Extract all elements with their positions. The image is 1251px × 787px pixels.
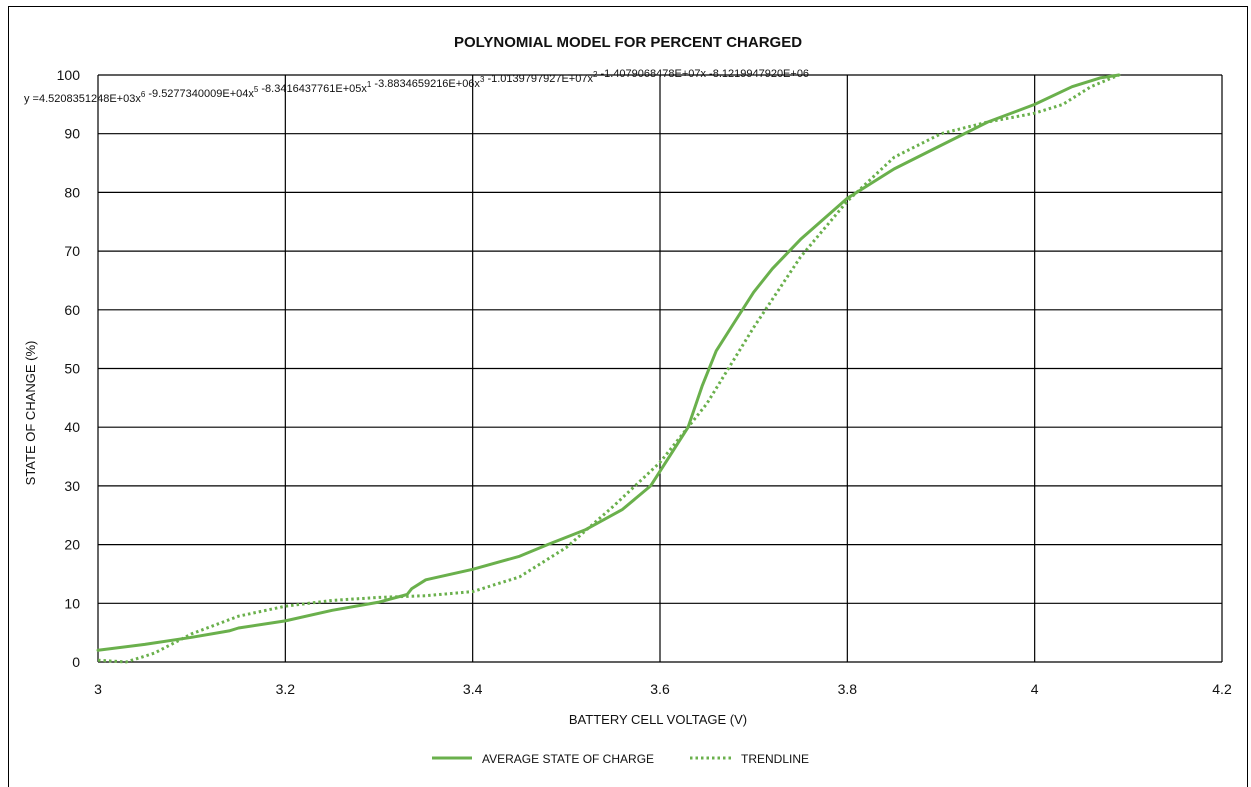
legend: AVERAGE STATE OF CHARGE TRENDLINE [432, 752, 809, 766]
equation-term: -3.8834659216E+06x [371, 78, 480, 90]
y-tick-label: 10 [64, 595, 80, 611]
equation-exponent: 6 [141, 90, 146, 99]
grid [97, 74, 1223, 663]
x-tick-label: 4.2 [1212, 681, 1232, 697]
x-tick-label: 3.6 [650, 681, 670, 697]
chart-frame [8, 6, 1248, 787]
x-tick-label: 3.8 [838, 681, 858, 697]
trendline-equation: y =4.5208351248E+03x6 -9.5277340009E+04x… [24, 68, 809, 105]
y-tick-label: 0 [72, 654, 80, 670]
equation-prefix: y = [24, 93, 39, 105]
trendline-series [97, 73, 1120, 664]
y-tick-label: 40 [64, 419, 80, 435]
equation-term: 4.5208351248E+03x [39, 93, 141, 105]
equation-exponent: 5 [254, 85, 259, 94]
legend-label-trendline: TRENDLINE [741, 752, 809, 766]
chart-title: POLYNOMIAL MODEL FOR PERCENT CHARGED [454, 34, 802, 51]
y-tick-label: 60 [64, 302, 80, 318]
series-layer [96, 73, 1121, 664]
x-tick-label: 3.2 [276, 681, 296, 697]
x-tick-label: 3 [94, 681, 102, 697]
equation-term: -1.4079068478E+07x -8.1219947920E+06 [597, 68, 809, 80]
y-tick-label: 100 [57, 67, 81, 83]
x-axis-label: BATTERY CELL VOLTAGE (V) [569, 712, 747, 727]
equation-term: -1.0139797927E+07x [484, 73, 593, 85]
equation-exponent: 1 [367, 80, 372, 89]
y-tick-label: 20 [64, 537, 80, 553]
equation-exponent: 2 [593, 70, 598, 79]
equation-term: -9.5277340009E+04x [145, 88, 254, 100]
y-tick-label: 70 [64, 243, 80, 259]
x-tick-label: 3.4 [463, 681, 483, 697]
x-tick-label: 4 [1031, 681, 1039, 697]
equation-exponent: 3 [480, 75, 485, 84]
y-axis-label: STATE OF CHANGE (%) [23, 341, 38, 486]
equation-term: -8.3416437761E+05x [258, 83, 367, 95]
x-tick-labels: 3 3.2 3.4 3.6 3.8 4 4.2 [94, 681, 1232, 697]
y-tick-label: 50 [64, 361, 80, 377]
y-tick-labels: 0 10 20 30 40 50 60 70 80 90 100 [57, 67, 81, 670]
y-tick-label: 30 [64, 478, 80, 494]
legend-label-average: AVERAGE STATE OF CHARGE [482, 752, 654, 766]
average-state-of-charge-series [96, 73, 1121, 652]
y-tick-label: 80 [64, 184, 80, 200]
y-tick-label: 90 [64, 126, 80, 142]
